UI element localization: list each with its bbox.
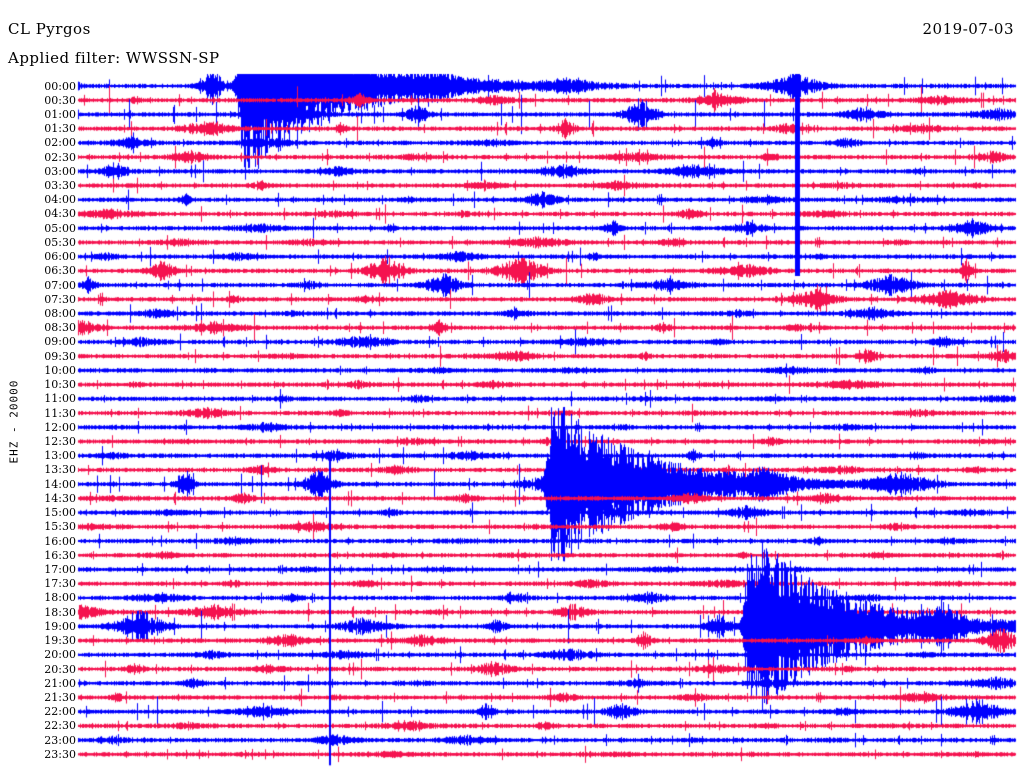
- applied-filter-label: Applied filter: WWSSN-SP: [8, 49, 220, 67]
- time-tick-label: 20:00: [44, 648, 76, 662]
- time-tick-label: 05:30: [44, 235, 76, 249]
- time-tick-label: 08:00: [44, 307, 76, 321]
- time-tick-label: 15:30: [44, 520, 76, 534]
- time-tick-label: 23:30: [44, 747, 76, 761]
- time-tick-label: 17:30: [44, 577, 76, 591]
- time-tick-label: 20:30: [44, 662, 76, 676]
- time-tick-label: 04:30: [44, 207, 76, 221]
- time-tick-label: 21:30: [44, 690, 76, 704]
- time-tick-label: 01:00: [44, 107, 76, 121]
- time-tick-label: 10:00: [44, 363, 76, 377]
- time-tick-label: 01:30: [44, 122, 76, 136]
- time-tick-label: 18:00: [44, 591, 76, 605]
- time-tick-label: 06:00: [44, 250, 76, 264]
- time-tick-label: 00:30: [44, 93, 76, 107]
- time-tick-label: 06:30: [44, 264, 76, 278]
- time-tick-label: 14:00: [44, 477, 76, 491]
- time-tick-label: 03:00: [44, 164, 76, 178]
- station-title: CL Pyrgos: [8, 20, 91, 38]
- time-tick-label: 18:30: [44, 605, 76, 619]
- time-tick-label: 12:00: [44, 420, 76, 434]
- time-tick-label: 16:30: [44, 548, 76, 562]
- time-tick-label: 13:30: [44, 463, 76, 477]
- time-tick-label: 14:30: [44, 491, 76, 505]
- time-tick-label: 04:00: [44, 193, 76, 207]
- time-tick-label: 11:00: [44, 392, 76, 406]
- time-tick-label: 09:30: [44, 349, 76, 363]
- time-tick-label: 23:00: [44, 733, 76, 747]
- time-tick-label: 15:00: [44, 506, 76, 520]
- time-tick-label: 11:30: [44, 406, 76, 420]
- time-tick-label: 22:00: [44, 705, 76, 719]
- time-tick-label: 07:30: [44, 292, 76, 306]
- time-tick-label: 21:00: [44, 676, 76, 690]
- time-tick-label: 19:30: [44, 634, 76, 648]
- time-tick-label: 09:00: [44, 335, 76, 349]
- time-tick-label: 19:00: [44, 619, 76, 633]
- time-tick-label: 05:00: [44, 221, 76, 235]
- time-tick-label: 17:00: [44, 562, 76, 576]
- date-label: 2019-07-03: [922, 20, 1014, 38]
- time-tick-label: 02:00: [44, 136, 76, 150]
- time-tick-label: 03:30: [44, 179, 76, 193]
- time-tick-label: 12:30: [44, 435, 76, 448]
- time-tick-label: 02:30: [44, 150, 76, 164]
- time-tick-label: 16:00: [44, 534, 76, 548]
- time-tick-label: 10:30: [44, 378, 76, 392]
- time-tick-label: 13:00: [44, 449, 76, 463]
- time-tick-label: 00:00: [44, 79, 76, 93]
- time-tick-label: 07:00: [44, 278, 76, 292]
- time-tick-label: 22:30: [44, 719, 76, 733]
- time-axis: 00:00 00:30 01:00 01:30 02:00 02:30 03:00 03:30…: [0, 0, 76, 780]
- time-tick-label: 08:30: [44, 321, 76, 335]
